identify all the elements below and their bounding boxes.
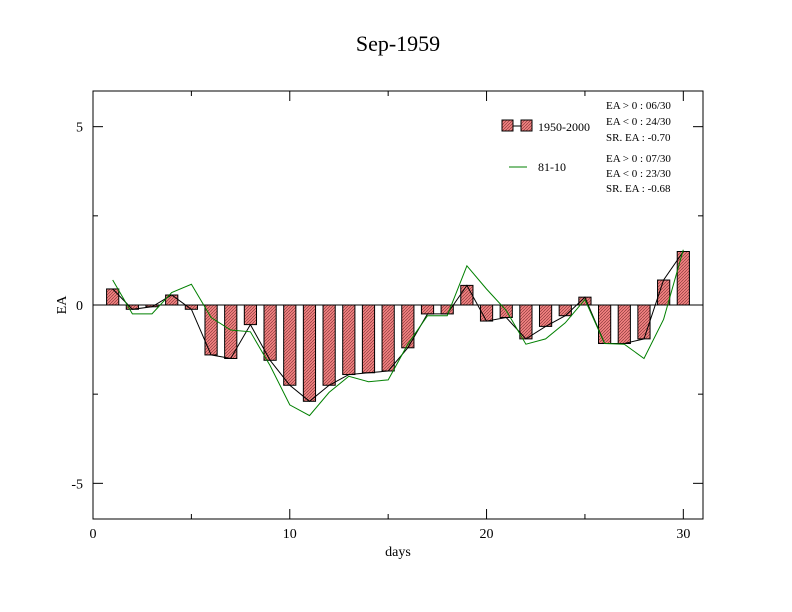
series-line-81-10 [112, 249, 684, 417]
bar-day-13 [342, 304, 356, 376]
legend: 1950-2000 81-10 EA > 0 : 06/30 EA < 0 : … [501, 100, 671, 195]
stats-81-10-positive: EA > 0 : 07/30 [606, 153, 671, 165]
stats-1950-2000-negative: EA < 0 : 24/30 [606, 116, 671, 128]
stats-81-10-sr: SR. EA : -0.68 [606, 183, 671, 195]
y-tick-label-0: 0 [76, 299, 83, 314]
stats-1950-2000-sr: SR. EA : -0.70 [606, 132, 671, 144]
bar-day-10 [283, 304, 297, 386]
legend-entry-1950-2000: 1950-2000 [501, 119, 590, 134]
bar-day-14 [361, 304, 376, 374]
x-tick-label-20: 20 [480, 527, 494, 542]
x-axis-label: days [385, 545, 411, 560]
stats-81-10-negative: EA < 0 : 23/30 [606, 168, 671, 180]
bar-day-12 [322, 304, 336, 386]
bar-day-18 [440, 304, 454, 315]
legend-label-1950-2000: 1950-2000 [538, 120, 590, 134]
chart-title: Sep-1959 [356, 31, 440, 56]
bar-day-15 [381, 304, 395, 372]
legend-entry-81-10: 81-10 [509, 160, 566, 174]
bar-day-24 [558, 304, 572, 317]
legend-swatch-bar-left [501, 119, 514, 132]
x-tick-label-10: 10 [283, 527, 297, 542]
y-tick-label--5: -5 [71, 477, 83, 492]
bar-day-27 [617, 304, 631, 345]
bar-day-8 [243, 304, 258, 326]
bar-day-6 [204, 304, 218, 356]
bar-day-1 [106, 288, 120, 306]
y-tick-label-5: 5 [76, 121, 83, 136]
bar-day-26 [598, 304, 612, 345]
series-line-1950-2000 [112, 251, 684, 402]
legend-label-81-10: 81-10 [538, 160, 566, 174]
x-tick-label-0: 0 [90, 527, 97, 542]
bar-day-11 [302, 304, 317, 402]
bar-day-19 [460, 284, 474, 306]
legend-swatch-bar-right [520, 119, 533, 132]
bar-day-23 [538, 304, 553, 327]
bar-day-28 [637, 304, 651, 340]
x-tick-label-30: 30 [676, 527, 690, 542]
stats-1950-2000-positive: EA > 0 : 06/30 [606, 100, 671, 112]
y-axis-label: EA [55, 295, 70, 315]
bar-day-30 [676, 251, 690, 306]
bar-day-17 [420, 304, 435, 315]
